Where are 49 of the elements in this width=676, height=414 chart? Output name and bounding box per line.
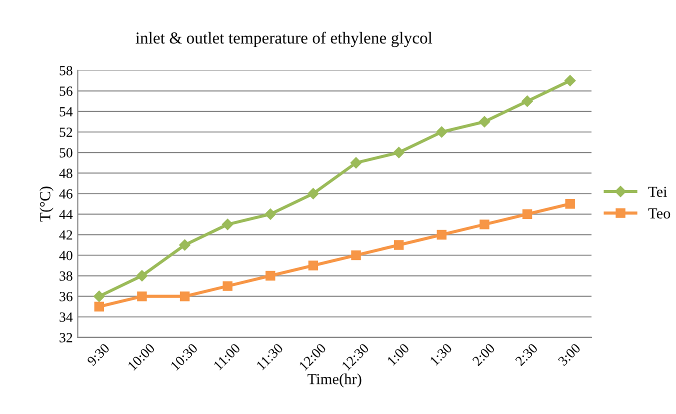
y-tick-label: 56 xyxy=(60,86,72,96)
point xyxy=(308,188,319,200)
point xyxy=(480,220,490,230)
x-tick-label: 3:00 xyxy=(558,342,581,366)
point xyxy=(394,240,404,250)
chart-title: inlet & outlet temperature of ethylene glycol xyxy=(136,32,432,48)
point xyxy=(436,126,448,138)
x-tick-label: 2:30 xyxy=(514,342,538,366)
point xyxy=(94,290,105,302)
y-axis-title: T(°C) xyxy=(40,186,54,222)
point xyxy=(180,291,190,302)
y-tick-label: 52 xyxy=(60,128,72,137)
point xyxy=(564,75,576,86)
point xyxy=(179,239,190,251)
y-tick-label: 58 xyxy=(60,66,72,76)
point xyxy=(222,218,234,230)
y-tick-label: 54 xyxy=(60,107,73,116)
x-tick-label: 2:00 xyxy=(472,342,496,366)
y-tick-label: 32 xyxy=(60,333,72,342)
point xyxy=(137,291,147,302)
point xyxy=(350,157,362,168)
point xyxy=(436,230,447,240)
x-tick-label: 1:00 xyxy=(386,342,410,366)
point xyxy=(308,260,318,270)
point xyxy=(522,96,533,107)
point xyxy=(393,146,404,158)
x-tick-label: 9:30 xyxy=(86,342,110,366)
x-tick-label: 1:30 xyxy=(430,342,453,366)
y-tick-label: 40 xyxy=(59,250,72,260)
point xyxy=(565,199,575,209)
y-tick-label: 44 xyxy=(59,210,73,219)
point xyxy=(478,116,490,128)
point xyxy=(266,270,276,281)
y-tick-label: 34 xyxy=(60,312,73,322)
y-tick-label: 42 xyxy=(59,230,72,240)
point xyxy=(94,302,104,312)
y-tick-label: 50 xyxy=(60,148,72,158)
point xyxy=(522,209,532,220)
point xyxy=(264,208,276,220)
y-tick-label: 46 xyxy=(59,189,72,199)
point xyxy=(222,281,232,291)
point xyxy=(136,270,148,282)
y-tick-label: 38 xyxy=(60,271,72,281)
y-tick-label: 48 xyxy=(59,168,72,178)
x-axis-title: Time(hr) xyxy=(308,374,362,388)
legend-label: Teo xyxy=(648,208,670,219)
point xyxy=(351,250,361,260)
legend-label: Tei xyxy=(648,186,668,197)
y-tick-label: 36 xyxy=(60,292,72,302)
